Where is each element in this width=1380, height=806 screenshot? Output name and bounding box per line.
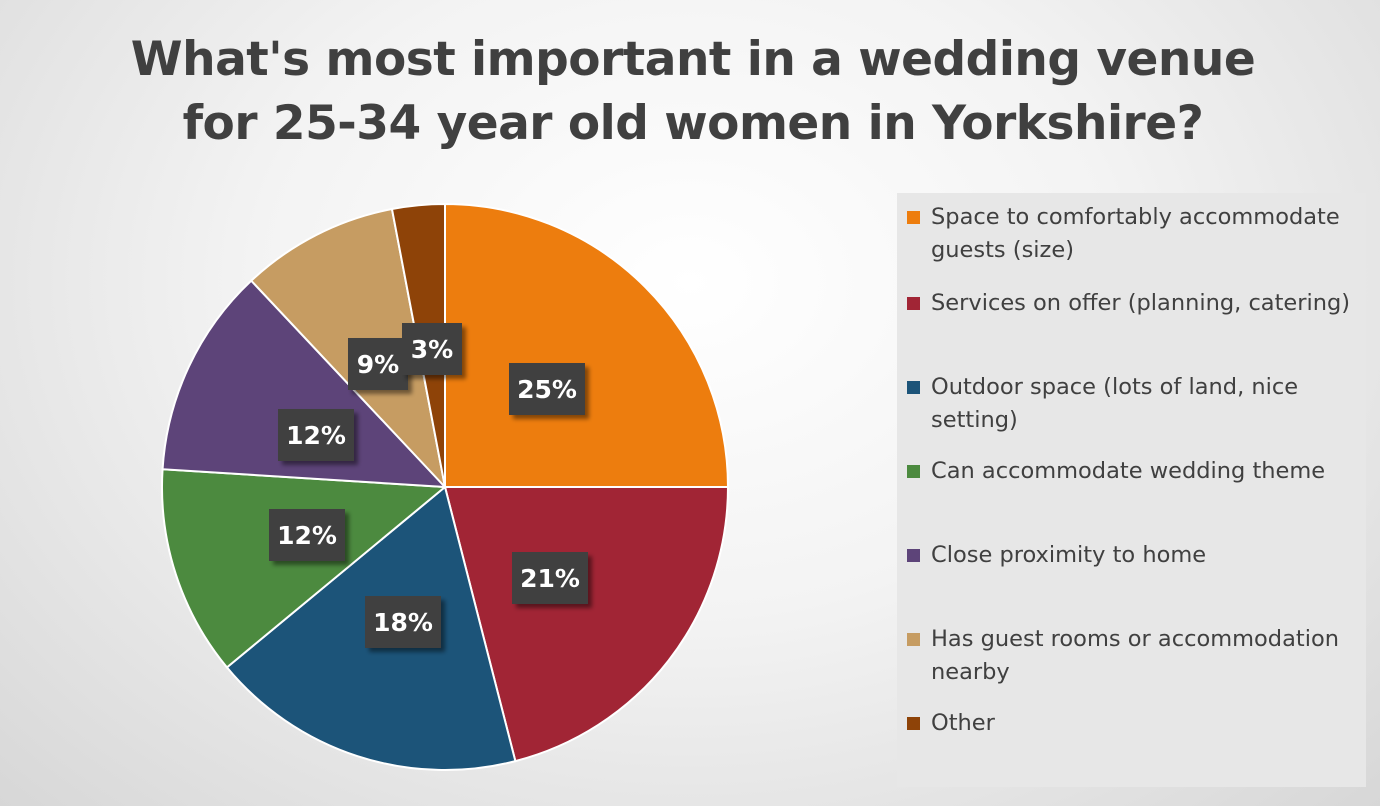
data-label: 21% [512,552,588,604]
legend: Space to comfortably accommodate guests … [897,193,1366,787]
data-label-text: 25% [517,375,577,404]
legend-swatch [907,211,920,224]
data-label: 3% [402,323,462,375]
legend-swatch [907,381,920,394]
data-label-text: 12% [286,421,346,450]
data-label-text: 9% [357,350,399,379]
pie-slice [161,468,448,669]
data-label-box [509,363,585,415]
data-label-box [269,509,345,561]
data-label: 18% [365,596,441,648]
pie-slice [161,279,448,489]
legend-label: Services on offer (planning, catering) [931,290,1351,316]
legend-label: Outdoor space (lots of land, nice settin… [931,374,1299,433]
legend-swatch [907,549,920,562]
legend-swatch [907,297,920,310]
legend-swatch [907,633,920,646]
legend-swatch [907,717,920,730]
data-label-text: 18% [373,608,433,637]
data-label-box [348,338,408,390]
chart-title-line-1: What's most important in a wedding venue [130,32,1256,87]
data-label-text: 3% [411,335,453,364]
legend-label: Space to comfortably accommodate guests … [931,204,1340,263]
chart-title-line-2: for 25-34 year old women in Yorkshire? [182,96,1204,151]
legend-label: Close proximity to home [931,542,1207,568]
data-label-text: 12% [277,521,337,550]
data-label-box [365,596,441,648]
data-label-box [278,409,354,461]
data-label-box [512,552,588,604]
legend-swatch [907,465,920,478]
pie-chart: 25% 21% 18% 12% 12% 9% 3% [161,202,730,771]
legend-label: Can accommodate wedding theme [931,458,1326,484]
chart-title: What's most important in a wedding venue… [0,28,1380,156]
data-label-text: 21% [520,564,580,593]
data-label-box [402,323,462,375]
data-label: 25% [509,363,585,415]
legend-label: Other [931,710,995,736]
data-label: 12% [278,409,354,461]
pie-slice [444,202,730,488]
data-label: 9% [348,338,408,390]
data-label: 12% [269,509,345,561]
legend-label: Has guest rooms or accommodation nearby [931,626,1339,685]
